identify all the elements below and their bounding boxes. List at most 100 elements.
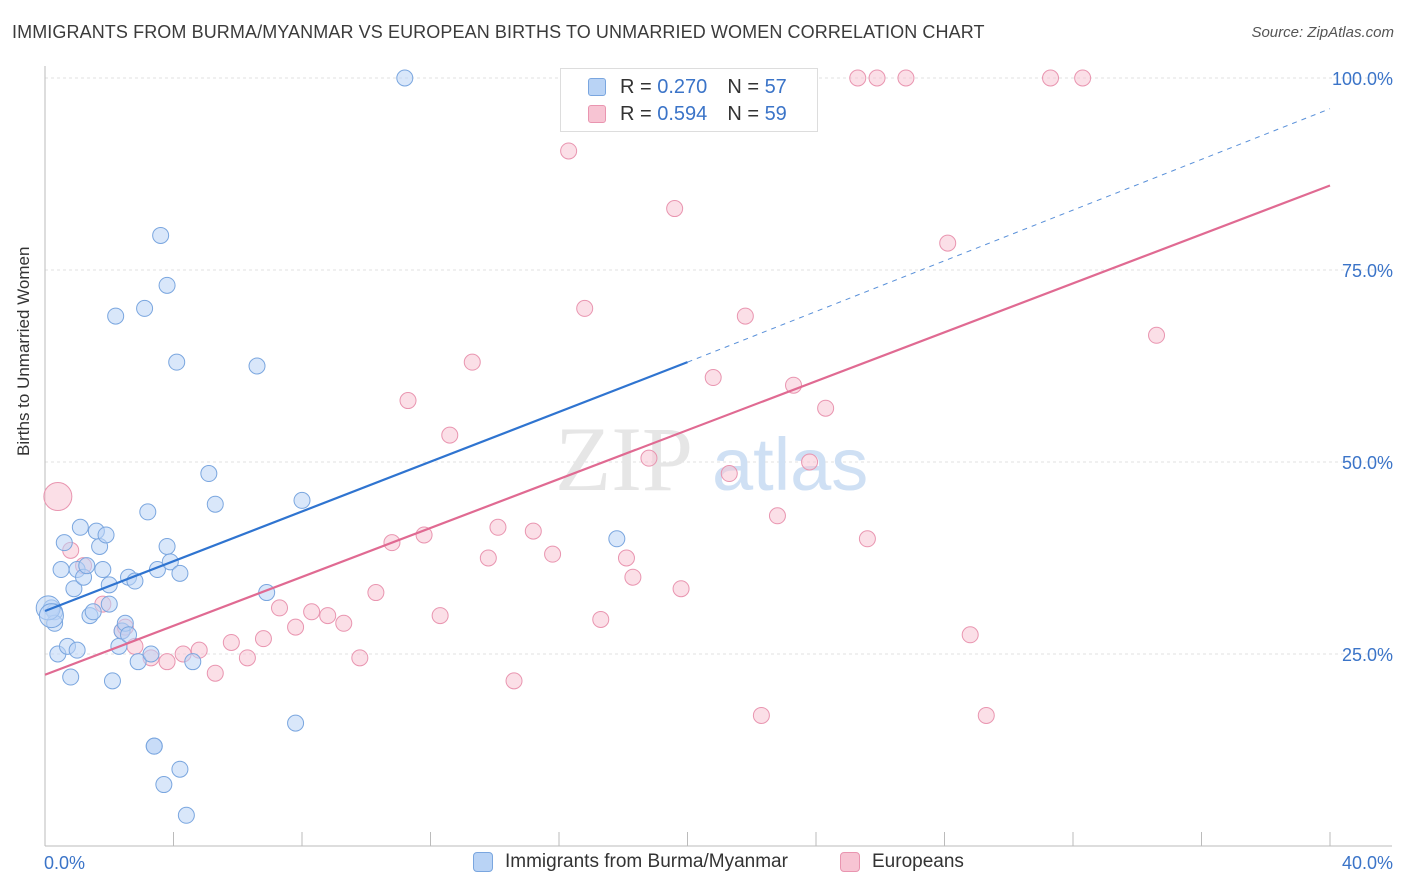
burma-point xyxy=(608,530,626,548)
europeans-point xyxy=(367,584,385,602)
burma-point xyxy=(52,561,70,579)
europeans-point xyxy=(544,545,562,563)
burma-point xyxy=(55,534,73,552)
legend-swatch-burma xyxy=(473,852,493,872)
y-tick-label: 50.0% xyxy=(1342,453,1393,473)
legend-label-europeans: Europeans xyxy=(872,851,964,872)
europeans-point xyxy=(576,299,594,317)
europeans-point xyxy=(222,633,240,651)
burma-point xyxy=(177,806,195,824)
legend-n-label: N = xyxy=(727,102,759,125)
europeans-point xyxy=(1148,326,1166,344)
burma-point xyxy=(129,653,147,671)
y-tick-label: 100.0% xyxy=(1332,69,1393,89)
y-tick-label: 25.0% xyxy=(1342,645,1393,665)
burma-point xyxy=(168,353,186,371)
europeans-point xyxy=(441,426,459,444)
burma-point xyxy=(171,564,189,582)
europeans-point xyxy=(479,549,497,567)
legend-row-burma: R = 0.270 N = 57 xyxy=(588,75,787,99)
burma-point xyxy=(97,526,115,544)
grid-lines xyxy=(45,77,1392,655)
europeans-point xyxy=(768,507,786,525)
europeans-points xyxy=(43,69,1166,724)
europeans-point xyxy=(431,607,449,625)
europeans-point xyxy=(672,580,690,598)
europeans-point xyxy=(666,200,684,218)
europeans-point xyxy=(720,465,738,483)
europeans-point xyxy=(524,522,542,540)
europeans-point xyxy=(1042,69,1060,87)
x-tick-label-min: 0.0% xyxy=(44,853,85,873)
legend-r-label: R = xyxy=(620,102,652,125)
europeans-point xyxy=(287,618,305,636)
europeans-point xyxy=(489,518,507,536)
legend-swatch-burma xyxy=(588,78,606,96)
europeans-point xyxy=(858,530,876,548)
europeans-point xyxy=(319,607,337,625)
burma-point xyxy=(152,226,170,244)
legend-swatch-europeans xyxy=(588,105,606,123)
legend-r-label: R = xyxy=(620,75,652,98)
burma-point xyxy=(158,537,176,555)
europeans-trend-line xyxy=(44,184,1331,676)
burma-trend-extension xyxy=(687,108,1331,363)
burma-point xyxy=(103,672,121,690)
europeans-point xyxy=(939,234,957,252)
legend-n-value-burma: 57 xyxy=(764,75,787,98)
burma-point xyxy=(396,69,414,87)
burma-point xyxy=(78,557,96,575)
europeans-point xyxy=(592,610,610,628)
burma-point xyxy=(100,595,118,613)
europeans-point xyxy=(868,69,886,87)
burma-point xyxy=(171,760,189,778)
europeans-point xyxy=(961,626,979,644)
europeans-point xyxy=(736,307,754,325)
europeans-point xyxy=(849,69,867,87)
europeans-point xyxy=(254,630,272,648)
europeans-point xyxy=(624,568,642,586)
tick-labels: 25.0% 50.0% 75.0% 100.0% 0.0% 40.0% xyxy=(44,69,1393,873)
burma-point xyxy=(136,299,154,317)
burma-point xyxy=(68,641,86,659)
legend-r-value-europeans: 0.594 xyxy=(657,102,708,125)
europeans-point xyxy=(158,653,176,671)
burma-point xyxy=(142,645,160,663)
europeans-point xyxy=(399,392,417,410)
europeans-point xyxy=(752,706,770,724)
burma-point xyxy=(287,714,305,732)
burma-point xyxy=(71,518,89,536)
europeans-point xyxy=(238,649,256,667)
europeans-point xyxy=(560,142,578,160)
burma-point xyxy=(100,576,118,594)
legend-row-europeans: R = 0.594 N = 59 xyxy=(588,102,787,126)
legend-item-europeans[interactable]: Europeans xyxy=(840,851,964,873)
watermark-zip: ZIP xyxy=(555,408,693,510)
europeans-point xyxy=(271,599,289,617)
europeans-point xyxy=(817,399,835,417)
europeans-point xyxy=(351,649,369,667)
legend-item-burma[interactable]: Immigrants from Burma/Myanmar xyxy=(473,851,788,873)
europeans-point xyxy=(206,664,224,682)
europeans-point xyxy=(617,549,635,567)
trend-lines xyxy=(44,108,1331,676)
burma-point xyxy=(184,653,202,671)
correlation-legend: R = 0.270 N = 57 R = 0.594 N = 59 xyxy=(560,68,818,132)
europeans-point xyxy=(335,614,353,632)
y-axis-label: Births to Unmarried Women xyxy=(14,246,33,456)
burma-point xyxy=(139,503,157,521)
y-tick-label: 75.0% xyxy=(1342,261,1393,281)
europeans-point xyxy=(505,672,523,690)
watermark-atlas: atlas xyxy=(712,423,868,506)
burma-point xyxy=(200,465,218,483)
x-tick-label-max: 40.0% xyxy=(1342,853,1393,873)
europeans-point xyxy=(1074,69,1092,87)
europeans-point xyxy=(43,482,73,512)
legend-r-value-burma: 0.270 xyxy=(657,75,708,98)
burma-point xyxy=(145,737,163,755)
europeans-point xyxy=(704,369,722,387)
source-credit: Source: ZipAtlas.com xyxy=(1251,24,1394,41)
burma-point xyxy=(107,307,125,325)
burma-point xyxy=(65,580,83,598)
legend-n-label: N = xyxy=(727,75,759,98)
